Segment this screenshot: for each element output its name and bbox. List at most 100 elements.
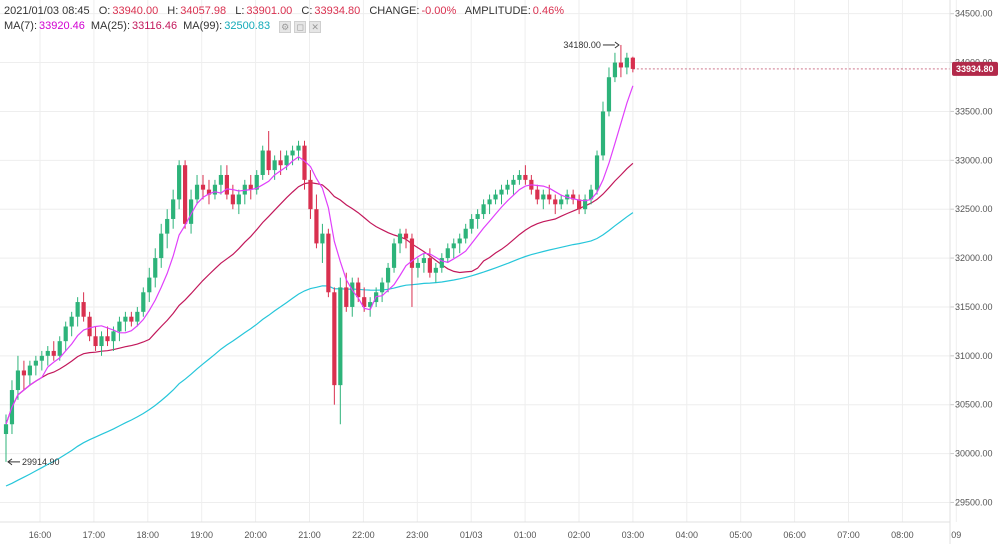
candle bbox=[427, 248, 432, 278]
candle-body bbox=[320, 233, 325, 244]
last-price-tag-label: 33934.80 bbox=[956, 64, 994, 74]
candle-body bbox=[200, 184, 206, 190]
candle-body bbox=[230, 194, 235, 205]
candle-body bbox=[475, 214, 480, 219]
candle-body bbox=[218, 174, 224, 185]
candle bbox=[3, 414, 9, 462]
candle bbox=[571, 189, 576, 205]
candle-body bbox=[368, 302, 373, 307]
candle-body bbox=[87, 316, 92, 337]
last-price-tag: 33934.80 bbox=[952, 61, 998, 76]
candle-body bbox=[421, 258, 426, 263]
candle bbox=[75, 297, 80, 327]
candle-body bbox=[183, 165, 188, 224]
candle bbox=[171, 189, 176, 229]
candle bbox=[433, 262, 438, 283]
ma7-value: 33920.46 bbox=[39, 20, 85, 32]
candle-body bbox=[254, 174, 259, 190]
candle bbox=[463, 223, 468, 244]
candle-body bbox=[33, 360, 38, 366]
x-axis: 16:00 17:00 18:00 19:00 20:00 21:00 22:00 23:00… bbox=[0, 521, 961, 540]
ma99-path bbox=[5, 212, 634, 487]
ma7-label: MA(7): bbox=[4, 20, 37, 32]
candle bbox=[618, 44, 624, 78]
candle bbox=[254, 170, 259, 195]
candle-body bbox=[594, 155, 600, 190]
candle-body bbox=[559, 199, 564, 205]
candle bbox=[475, 209, 480, 229]
candle-body bbox=[206, 189, 212, 195]
candle-body bbox=[188, 199, 194, 224]
candle bbox=[93, 326, 98, 351]
candle-body bbox=[445, 248, 450, 259]
candle bbox=[624, 52, 629, 75]
candle bbox=[87, 311, 92, 342]
candle-body bbox=[618, 62, 624, 68]
close-icon[interactable]: ✕ bbox=[309, 20, 322, 33]
candle-body bbox=[451, 243, 456, 249]
candle bbox=[308, 170, 313, 219]
candle bbox=[230, 184, 235, 210]
candle-body bbox=[272, 160, 277, 171]
candle bbox=[594, 150, 600, 195]
x-tick-label: 18:00 bbox=[137, 530, 160, 540]
max-annotation-arrow bbox=[614, 41, 620, 49]
y-tick-label: 30000.00 bbox=[955, 449, 993, 459]
candle bbox=[439, 253, 444, 273]
candle bbox=[194, 174, 200, 205]
candle-body bbox=[362, 297, 367, 307]
candle bbox=[177, 160, 182, 210]
candle bbox=[212, 179, 218, 200]
hide-icon[interactable]: ◻ bbox=[294, 20, 307, 33]
candle bbox=[290, 145, 295, 166]
candle-body bbox=[535, 189, 540, 200]
settings-icon[interactable]: ⚙ bbox=[279, 20, 292, 33]
candle-body bbox=[511, 179, 516, 185]
candle bbox=[320, 223, 325, 263]
candle bbox=[403, 228, 409, 249]
y-tick-label: 31000.00 bbox=[955, 351, 993, 361]
candle-body bbox=[15, 370, 21, 391]
high-value: 34057.98 bbox=[180, 5, 227, 17]
candle-body bbox=[99, 336, 104, 347]
candle-body bbox=[165, 218, 170, 234]
candle-body bbox=[302, 145, 307, 180]
candle bbox=[224, 165, 229, 200]
ma7-path bbox=[5, 85, 634, 425]
x-tick-label: 03:00 bbox=[622, 530, 645, 540]
low-value: 33901.00 bbox=[246, 5, 293, 17]
y-tick-label: 31500.00 bbox=[955, 302, 993, 312]
x-tick-label: 05:00 bbox=[729, 530, 752, 540]
candle bbox=[559, 194, 564, 210]
candle bbox=[39, 350, 44, 371]
candle-body bbox=[427, 258, 432, 273]
candle-body bbox=[547, 194, 552, 200]
candle-body bbox=[487, 199, 492, 205]
candle bbox=[159, 223, 164, 268]
candle-body bbox=[380, 282, 385, 293]
candle-body bbox=[212, 184, 218, 195]
candle bbox=[600, 101, 606, 161]
candle-body bbox=[397, 233, 403, 244]
candle bbox=[135, 306, 140, 327]
x-tick-label: 06:00 bbox=[783, 530, 806, 540]
candle-body bbox=[505, 184, 510, 190]
candle-body bbox=[93, 336, 98, 347]
candle bbox=[147, 267, 152, 303]
candle bbox=[99, 331, 104, 356]
candle-body bbox=[415, 262, 421, 268]
candle-body bbox=[463, 228, 468, 239]
candle bbox=[200, 174, 206, 200]
min-annotation-label: 29914.90 bbox=[22, 457, 60, 467]
candle-body bbox=[248, 184, 253, 190]
candle-body bbox=[75, 302, 80, 317]
candle bbox=[535, 184, 540, 205]
candle bbox=[505, 179, 510, 195]
candle bbox=[123, 311, 128, 332]
candle-body bbox=[493, 194, 498, 200]
y-tick-label: 34500.00 bbox=[955, 9, 993, 19]
candle-body bbox=[147, 277, 152, 293]
candle bbox=[612, 52, 618, 83]
annotations: 34180.00 29914.90 bbox=[7, 40, 950, 467]
